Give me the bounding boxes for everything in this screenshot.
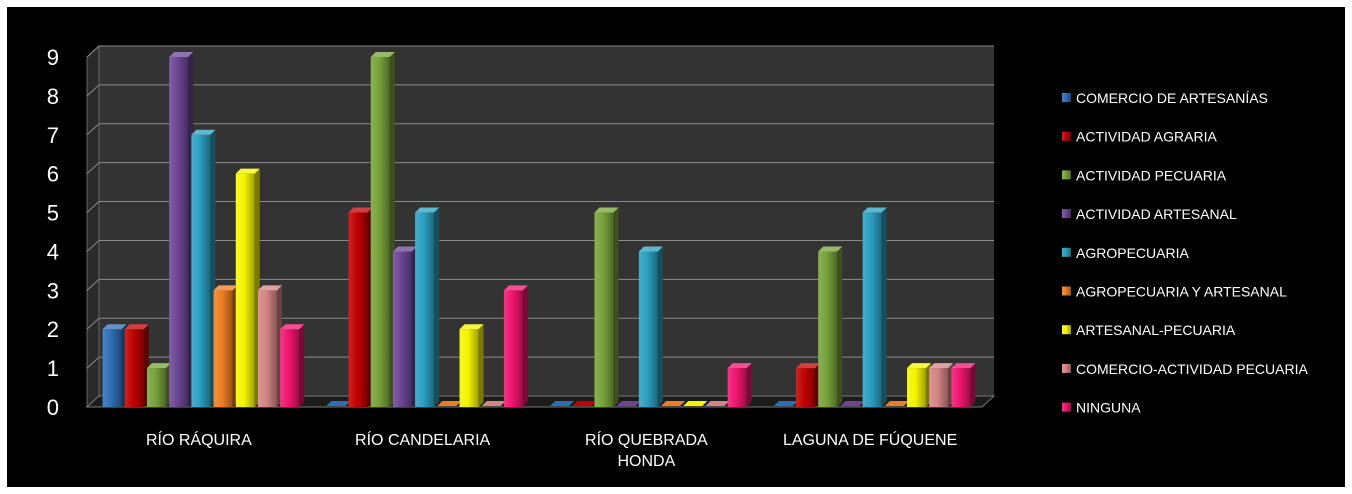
bar bbox=[616, 401, 641, 406]
category-label: RÍO RÁQUIRA bbox=[146, 430, 252, 449]
y-tick-label: 5 bbox=[47, 201, 59, 226]
legend-swatch bbox=[1062, 209, 1071, 219]
bar bbox=[572, 401, 597, 406]
legend-item: AGROPECUARIA bbox=[1062, 245, 1189, 261]
legend-swatch bbox=[1062, 402, 1071, 412]
bar bbox=[459, 324, 484, 407]
gridline bbox=[86, 123, 994, 136]
legend-swatch bbox=[1062, 247, 1071, 257]
y-tick-label: 2 bbox=[47, 317, 59, 342]
plot-side-wall bbox=[86, 44, 100, 409]
bar bbox=[392, 246, 417, 407]
bar-chart: 0 1 2 3 4 5 6 7 8 9 RÍO RÁQUIRA RÍO CANDELARIA RÍO … bbox=[47, 44, 1308, 470]
legend-item: COMERCIO-ACTIVIDAD PECUARIA bbox=[1062, 361, 1308, 377]
legend-label: COMERCIO DE ARTESANÍAS bbox=[1076, 90, 1268, 106]
legend-swatch bbox=[1062, 93, 1071, 102]
legend-label: ARTESANAL-PECUARIA bbox=[1076, 322, 1236, 338]
y-tick-label: 6 bbox=[47, 162, 59, 187]
legend-item: NINGUNA bbox=[1062, 400, 1141, 416]
bar bbox=[503, 285, 528, 407]
gridline bbox=[86, 278, 994, 291]
legend-label: ACTIVIDAD ARTESANAL bbox=[1076, 206, 1237, 222]
bar bbox=[124, 324, 149, 407]
bar bbox=[169, 52, 194, 407]
bar bbox=[818, 246, 843, 407]
plot-floor bbox=[85, 395, 996, 408]
legend-item: ACTIVIDAD ARTESANAL bbox=[1062, 206, 1237, 222]
gridline bbox=[86, 45, 994, 58]
y-tick-label: 1 bbox=[47, 356, 59, 381]
bar bbox=[280, 324, 305, 407]
bar bbox=[929, 363, 954, 407]
legend-item: ARTESANAL-PECUARIA bbox=[1062, 322, 1236, 338]
legend-label: ACTIVIDAD PECUARIA bbox=[1076, 167, 1227, 183]
bar bbox=[415, 207, 440, 407]
legend-swatch bbox=[1062, 325, 1071, 335]
legend-label: COMERCIO-ACTIVIDAD PECUARIA bbox=[1076, 361, 1308, 377]
y-tick-label: 0 bbox=[47, 395, 59, 420]
gridline bbox=[86, 201, 994, 213]
legend-swatch bbox=[1062, 363, 1071, 373]
chart-area: 0 1 2 3 4 5 6 7 8 9 RÍO RÁQUIRA RÍO CANDELARIA RÍO … bbox=[7, 7, 1345, 487]
y-tick-label: 4 bbox=[47, 239, 59, 264]
bar bbox=[348, 207, 373, 407]
legend-item: ACTIVIDAD PECUARIA bbox=[1062, 167, 1227, 183]
bar bbox=[683, 401, 708, 406]
legend-swatch bbox=[1062, 170, 1071, 180]
bar bbox=[146, 363, 171, 407]
bar bbox=[257, 285, 282, 407]
bar bbox=[951, 363, 976, 407]
y-tick-label: 7 bbox=[47, 123, 59, 148]
bar bbox=[235, 168, 260, 407]
y-tick-label: 9 bbox=[47, 45, 59, 70]
bar bbox=[594, 207, 619, 407]
legend-item: COMERCIO DE ARTESANÍAS bbox=[1062, 90, 1268, 106]
legend-swatch bbox=[1062, 286, 1071, 296]
bar bbox=[326, 401, 351, 406]
y-tick-label: 8 bbox=[47, 84, 59, 109]
bar bbox=[191, 129, 216, 407]
bar bbox=[840, 401, 865, 406]
gridline bbox=[86, 356, 994, 369]
y-tick-label: 3 bbox=[47, 278, 59, 303]
bar bbox=[907, 363, 932, 407]
gridline bbox=[86, 239, 994, 252]
category-label: RÍO CANDELARIA bbox=[355, 430, 490, 449]
bar bbox=[481, 401, 506, 406]
gridline bbox=[86, 162, 994, 175]
bar bbox=[884, 401, 909, 406]
legend-item: AGROPECUARIA Y ARTESANAL bbox=[1062, 284, 1287, 300]
gridline bbox=[86, 317, 994, 330]
category-label: LAGUNA DE FÚQUENE bbox=[783, 430, 957, 449]
bar bbox=[661, 401, 686, 406]
bar bbox=[370, 52, 395, 407]
legend-label: NINGUNA bbox=[1076, 400, 1141, 416]
gridline bbox=[86, 84, 994, 97]
bar bbox=[727, 363, 752, 407]
legend-item: ACTIVIDAD AGRARIA bbox=[1062, 129, 1217, 145]
legend-label: AGROPECUARIA Y ARTESANAL bbox=[1076, 284, 1287, 300]
bar bbox=[437, 401, 462, 406]
bar bbox=[102, 324, 127, 407]
legend-swatch bbox=[1062, 131, 1071, 141]
bar bbox=[550, 401, 575, 406]
legend-label: ACTIVIDAD AGRARIA bbox=[1076, 129, 1217, 145]
bar bbox=[773, 401, 798, 406]
bar bbox=[705, 401, 730, 406]
category-label: RÍO QUEBRADA HONDA bbox=[585, 430, 708, 470]
bar bbox=[862, 207, 887, 407]
bar bbox=[213, 285, 238, 407]
bar bbox=[796, 363, 821, 407]
bar bbox=[638, 246, 663, 407]
legend-label: AGROPECUARIA bbox=[1076, 245, 1189, 261]
